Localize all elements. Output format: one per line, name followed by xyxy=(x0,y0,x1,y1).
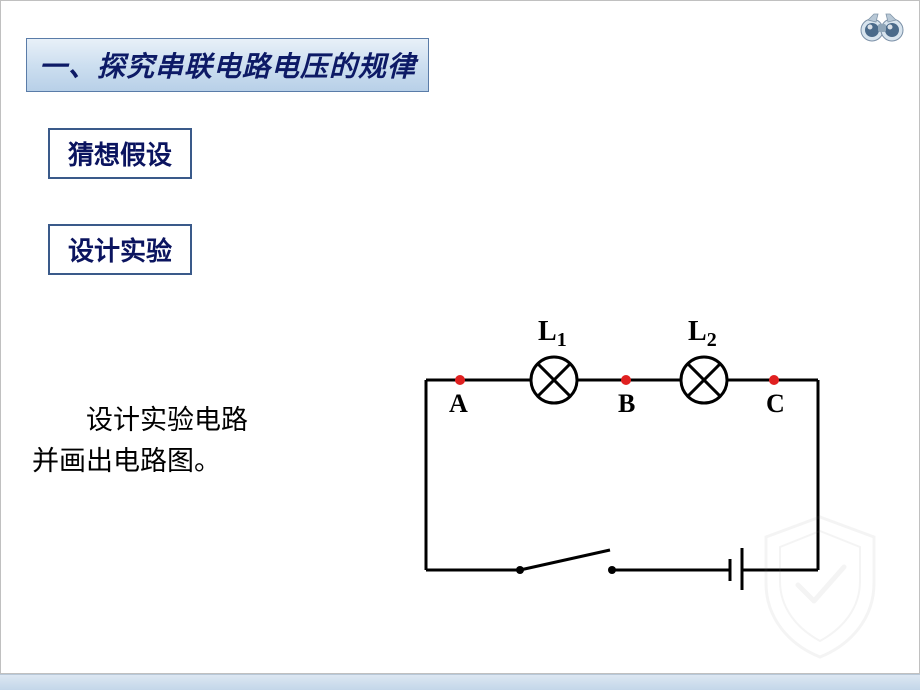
section-design: 设计实验 xyxy=(48,224,192,275)
bottom-decorative-band xyxy=(0,674,920,690)
node-a-label: A xyxy=(449,389,468,418)
desc-line-1: 设计实验电路 xyxy=(86,405,248,435)
section-hypothesis: 猜想假设 xyxy=(48,128,192,179)
binoculars-icon xyxy=(858,8,906,44)
lamp2-label: L2 xyxy=(688,316,717,351)
description-text: 设计实验电路 并画出电路图。 xyxy=(32,400,392,481)
circuit-diagram: A B C L1 L2 xyxy=(400,312,856,590)
node-c-label: C xyxy=(766,389,785,418)
desc-line-2: 并画出电路图。 xyxy=(32,446,221,476)
page-title: 一、探究串联电路电压的规律 xyxy=(26,38,429,92)
lamp1-label: L1 xyxy=(538,316,567,351)
node-b-label: B xyxy=(618,389,635,418)
